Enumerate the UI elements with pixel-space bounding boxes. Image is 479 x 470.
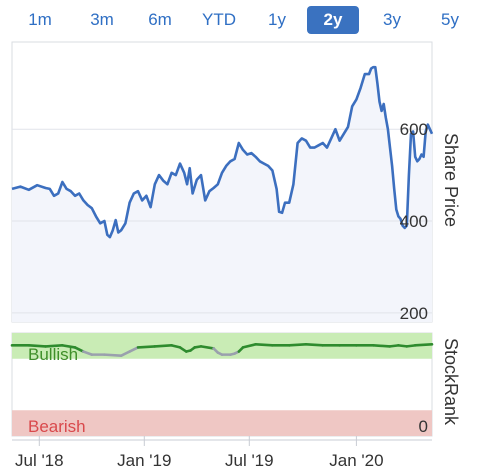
stockrank-segment (405, 344, 417, 348)
tab-ytd[interactable]: YTD (202, 10, 236, 29)
stockrank-line (10, 343, 434, 357)
stockrank-segment (136, 345, 157, 349)
stockrank-segment (119, 350, 131, 357)
x-tick-label: Jul '19 (225, 451, 274, 470)
x-tick-label: Jan '20 (329, 451, 383, 470)
bearish-band (12, 410, 432, 436)
stockrank-segment (304, 343, 325, 347)
stockrank-segment (254, 343, 274, 347)
bullish-label: Bullish (28, 345, 78, 364)
stockrank-segment (44, 344, 64, 348)
x-axis-ticks: Jul '18 Jan '19 Jul '19 Jan '20 (15, 436, 384, 470)
rank-tick-label: 0 (419, 417, 428, 436)
tab-3m[interactable]: 3m (90, 10, 114, 29)
tab-1y[interactable]: 1y (268, 10, 286, 29)
bearish-label: Bearish (28, 417, 86, 436)
stockrank-segment (128, 346, 140, 353)
share-price-axis-label: Share Price (441, 133, 461, 227)
stockrank-segment (287, 343, 308, 347)
tab-3y[interactable]: 3y (383, 10, 401, 29)
stockrank-segment (103, 353, 123, 357)
stockrank-segment (388, 344, 400, 348)
stockrank-segment (413, 343, 434, 347)
stockrank-segment (371, 344, 392, 348)
tab-2y[interactable]: 2y (307, 6, 359, 34)
rank-y-ticks: 0 (419, 417, 428, 436)
tab-5y[interactable]: 5y (441, 10, 459, 29)
tab-1m[interactable]: 1m (28, 10, 52, 29)
price-tick-label: 400 (400, 212, 428, 231)
price-tick-label: 200 (400, 304, 428, 323)
stockrank-axis-label: StockRank (441, 338, 461, 426)
price-tick-label: 600 (400, 120, 428, 139)
x-tick-label: Jan '19 (117, 451, 171, 470)
stockrank-segment (199, 345, 215, 350)
time-range-tabs: 1m 3m 6m YTD 1y 2y 3y 5y (0, 6, 479, 36)
x-tick-label: Jul '18 (15, 451, 64, 470)
stockrank-segment (153, 344, 173, 348)
price-gridlines (12, 128, 432, 314)
stockrank-segment (27, 344, 47, 348)
stockrank-segment (397, 344, 409, 348)
price-area (12, 67, 432, 322)
stockrank-segment (82, 350, 94, 356)
stockrank-segment (170, 344, 182, 349)
stockrank-segment (61, 344, 77, 349)
price-y-ticks: 200 400 600 (400, 120, 428, 323)
stockrank-segment (241, 343, 257, 349)
tab-6m[interactable]: 6m (148, 10, 172, 29)
share-price-line (11, 65, 434, 239)
stockrank-segment (73, 346, 85, 353)
